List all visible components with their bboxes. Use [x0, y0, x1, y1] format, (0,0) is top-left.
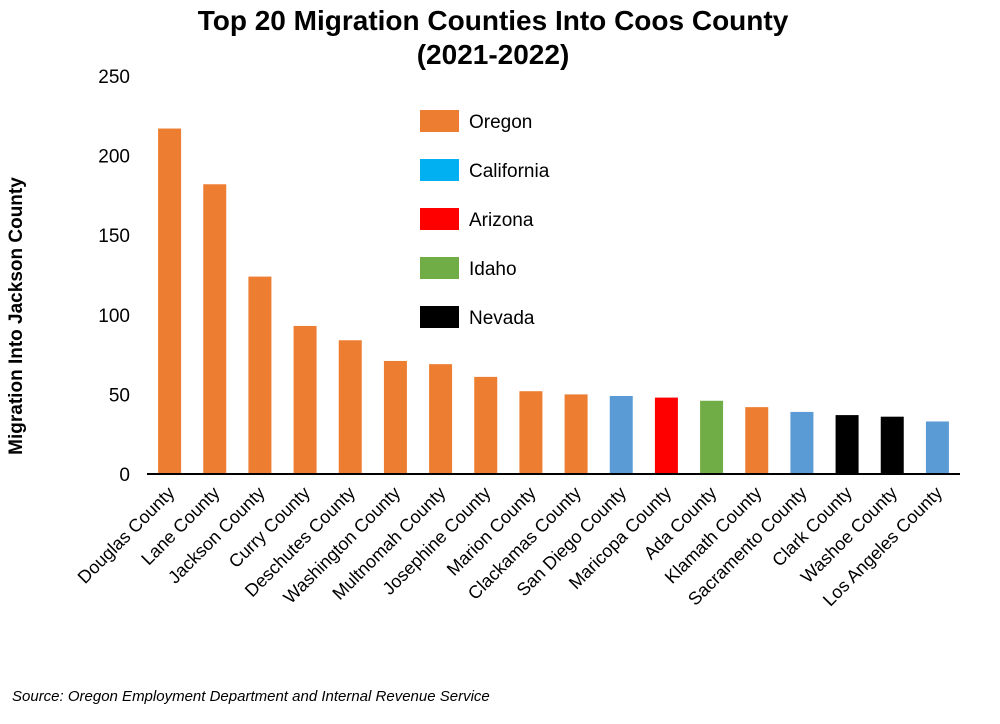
bar-curry-county — [293, 325, 317, 474]
bar-deschutes-county — [338, 340, 362, 474]
legend-label-nevada: Nevada — [469, 308, 535, 329]
legend-swatch-nevada — [420, 306, 459, 328]
bar-washoe-county — [880, 416, 904, 474]
legend-label-idaho: Idaho — [469, 259, 517, 280]
y-tick-label: 50 — [109, 385, 130, 406]
bar-sacramento-county — [790, 411, 814, 474]
y-axis-label: Migration Into Jackson County — [6, 177, 27, 455]
bar-douglas-county — [158, 128, 182, 474]
legend-swatch-california — [420, 159, 459, 181]
y-tick-label: 100 — [98, 306, 130, 327]
bar-jackson-county — [248, 276, 272, 474]
bar-marion-county — [519, 391, 543, 474]
bar-maricopa-county — [654, 397, 678, 474]
chart-title-line1: Top 20 Migration Counties Into Coos Coun… — [198, 5, 789, 36]
bar-clackamas-county — [564, 394, 588, 474]
legend-label-arizona: Arizona — [469, 210, 534, 231]
bar-los-angeles-county — [925, 421, 949, 474]
bar-multnomah-county — [429, 364, 453, 474]
y-tick-label: 0 — [119, 465, 130, 486]
bar-ada-county — [700, 400, 724, 474]
bar-clark-county — [835, 415, 859, 474]
legend-label-oregon: Oregon — [469, 112, 532, 133]
bar-lane-county — [203, 184, 227, 475]
legend-label-california: California — [469, 161, 550, 182]
legend-swatch-oregon — [420, 110, 459, 132]
bar-san-diego-county — [609, 395, 633, 474]
y-tick-label: 250 — [98, 67, 130, 88]
bar-klamath-county — [745, 407, 769, 474]
y-tick-label: 150 — [98, 226, 130, 247]
legend-swatch-arizona — [420, 208, 459, 230]
source-note: Source: Oregon Employment Department and… — [12, 688, 490, 705]
chart-title-line2: (2021-2022) — [417, 39, 570, 70]
y-tick-label: 200 — [98, 147, 130, 168]
bar-josephine-county — [474, 376, 498, 474]
bar-washington-county — [383, 360, 407, 474]
legend-swatch-idaho — [420, 257, 459, 279]
